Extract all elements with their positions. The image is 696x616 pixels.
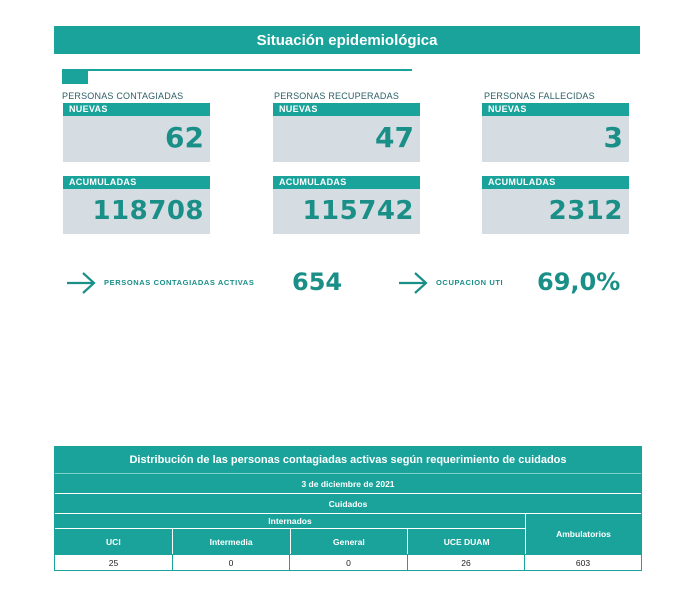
table-title: Distribución de las personas contagiadas… xyxy=(55,447,641,473)
accent-line xyxy=(62,69,412,71)
card-header: ACUMULADAS xyxy=(273,176,420,189)
header-group: Internados UCI Intermedia General UCE DU… xyxy=(55,513,641,554)
recuperadas-nuevas-card: NUEVAS 47 xyxy=(273,103,420,162)
fallecidas-acumuladas-value: 2312 xyxy=(548,196,623,226)
card-header: ACUMULADAS xyxy=(482,176,629,189)
card-header: ACUMULADAS xyxy=(63,176,210,189)
header-uci: UCI xyxy=(55,529,173,554)
title-banner: Situación epidemiológica xyxy=(54,26,640,54)
cuidados-header: Cuidados xyxy=(55,493,641,513)
contagiadas-label: PERSONAS CONTAGIADAS xyxy=(62,91,184,101)
uti-value: 69,0% xyxy=(537,268,621,296)
contagiadas-acumuladas-value: 118708 xyxy=(92,196,204,226)
activas-label: PERSONAS CONTAGIADAS ACTIVAS xyxy=(104,278,255,287)
fallecidas-nuevas-value: 3 xyxy=(603,121,623,154)
cell-general: 0 xyxy=(290,555,408,570)
recuperadas-acumuladas-card: ACUMULADAS 115742 xyxy=(273,176,420,234)
header-uce-duam: UCE DUAM xyxy=(408,529,525,554)
fallecidas-label: PERSONAS FALLECIDAS xyxy=(484,91,595,101)
uti-label: OCUPACION UTI xyxy=(436,278,504,287)
header-ambulatorios: Ambulatorios xyxy=(525,514,641,554)
recuperadas-acumuladas-value: 115742 xyxy=(302,196,414,226)
activas-value: 654 xyxy=(292,268,343,296)
cell-intermedia: 0 xyxy=(173,555,290,570)
card-header: NUEVAS xyxy=(482,103,629,116)
table-row: 25 0 0 26 603 xyxy=(55,554,641,570)
card-header: NUEVAS xyxy=(273,103,420,116)
cell-uce-duam: 26 xyxy=(408,555,525,570)
internados-header: Internados xyxy=(55,514,525,528)
contagiadas-nuevas-card: NUEVAS 62 xyxy=(63,103,210,162)
header-intermedia: Intermedia xyxy=(172,529,291,554)
contagiadas-nuevas-value: 62 xyxy=(165,121,204,154)
cell-ambulatorios: 603 xyxy=(525,555,641,570)
table-date: 3 de diciembre de 2021 xyxy=(55,473,641,493)
fallecidas-nuevas-card: NUEVAS 3 xyxy=(482,103,629,162)
header-general: General xyxy=(290,529,409,554)
arrow-right-icon xyxy=(67,272,96,294)
recuperadas-nuevas-value: 47 xyxy=(375,121,414,154)
internados-subheaders: UCI Intermedia General UCE DUAM xyxy=(55,528,525,554)
page-title: Situación epidemiológica xyxy=(256,31,438,49)
internados-group: Internados UCI Intermedia General UCE DU… xyxy=(55,514,525,554)
contagiadas-acumuladas-card: ACUMULADAS 118708 xyxy=(63,176,210,234)
fallecidas-acumuladas-card: ACUMULADAS 2312 xyxy=(482,176,629,234)
arrow-right-icon xyxy=(399,272,428,294)
cell-uci: 25 xyxy=(55,555,173,570)
accent-block xyxy=(62,70,88,84)
care-distribution-table: Distribución de las personas contagiadas… xyxy=(54,446,642,571)
card-header: NUEVAS xyxy=(63,103,210,116)
recuperadas-label: PERSONAS RECUPERADAS xyxy=(274,91,400,101)
